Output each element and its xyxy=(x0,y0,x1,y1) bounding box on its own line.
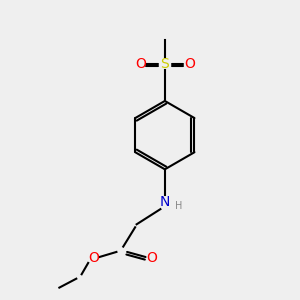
Text: N: N xyxy=(160,195,170,209)
Text: O: O xyxy=(146,251,157,266)
Text: O: O xyxy=(88,251,99,266)
Text: O: O xyxy=(184,57,195,71)
Text: O: O xyxy=(135,57,146,71)
Text: S: S xyxy=(160,57,169,71)
Text: H: H xyxy=(175,201,182,211)
